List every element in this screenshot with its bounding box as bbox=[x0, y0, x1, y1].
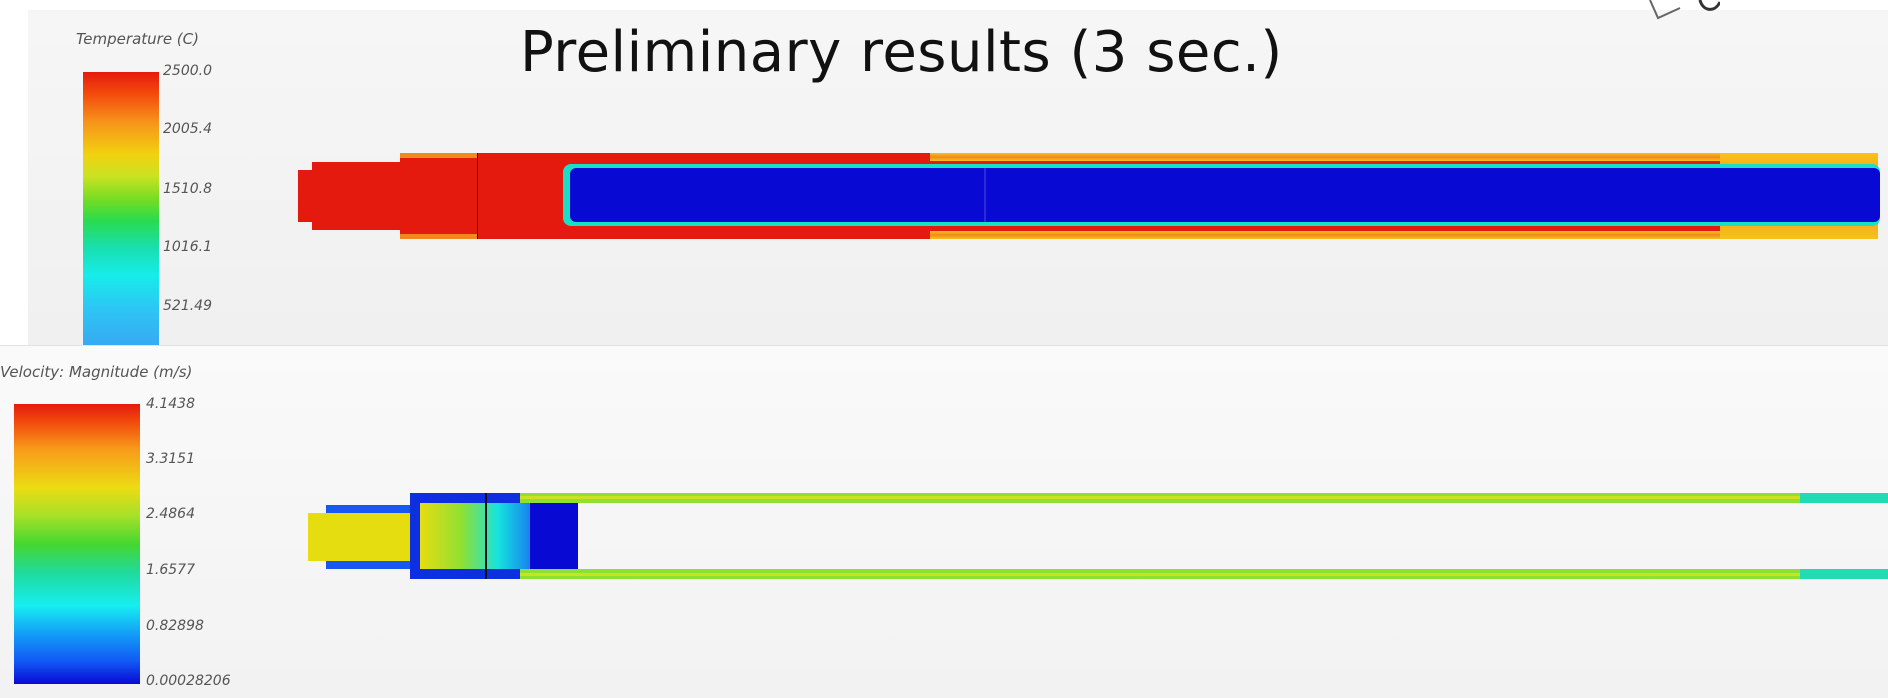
velocity-tick: 0.00028206 bbox=[146, 673, 231, 689]
temperature-tick: 521.49 bbox=[163, 298, 212, 314]
velocity-tick: 0.82898 bbox=[146, 618, 204, 634]
page-title: Preliminary results (3 sec.) bbox=[520, 20, 1283, 85]
velocity-colorbar bbox=[14, 404, 140, 684]
velocity-tick: 1.6577 bbox=[146, 562, 195, 578]
velocity-tick: 2.4864 bbox=[146, 506, 195, 522]
decorative-corner-icon bbox=[1649, 0, 1720, 20]
temperature-tick: 1016.1 bbox=[163, 239, 212, 255]
velocity-tick: 4.1438 bbox=[146, 396, 195, 412]
velocity-field-plot bbox=[308, 493, 1888, 579]
temperature-colorbar bbox=[83, 72, 159, 347]
inlet-chamber bbox=[312, 162, 402, 230]
temperature-tick: 2005.4 bbox=[163, 121, 212, 137]
cold-core bbox=[570, 168, 1880, 222]
nozzle-section bbox=[400, 153, 480, 239]
velocity-tick: 3.3151 bbox=[146, 451, 195, 467]
temperature-tick: 1510.8 bbox=[163, 181, 212, 197]
temperature-field-plot bbox=[298, 153, 1880, 239]
velocity-legend-title: Velocity: Magnitude (m/s) bbox=[0, 363, 193, 381]
temperature-tick: 2500.0 bbox=[163, 63, 212, 79]
temperature-legend-title: Temperature (C) bbox=[76, 30, 199, 48]
